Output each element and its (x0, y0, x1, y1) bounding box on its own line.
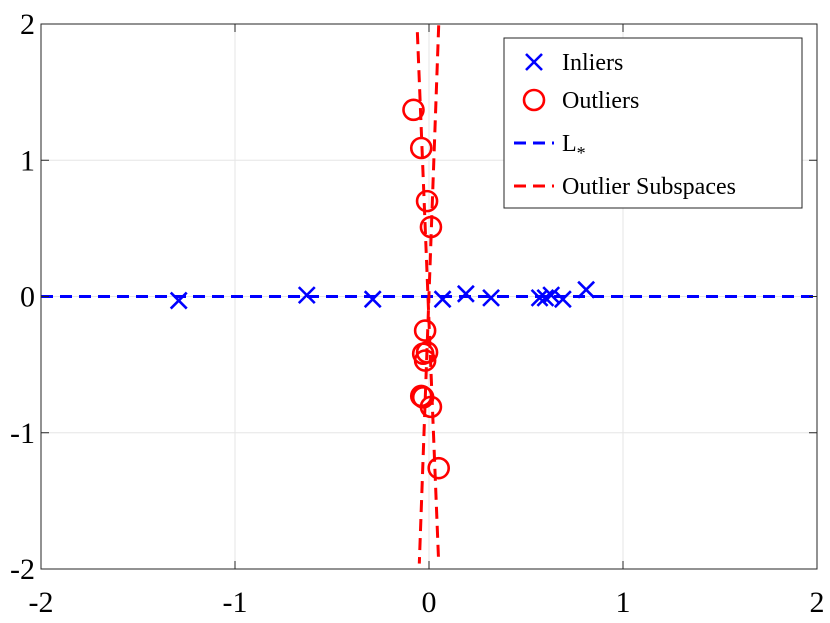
inlier-mark-b (363, 290, 382, 309)
inlier-point (553, 290, 572, 309)
inlier-mark-b (456, 284, 475, 303)
inlier-mark-b (577, 280, 596, 299)
inlier-mark-b (530, 288, 549, 307)
inlier-point (433, 290, 452, 309)
outlier-point (415, 189, 439, 213)
inlier-mark-b (553, 290, 572, 309)
legend-entry: Inliers (525, 50, 623, 76)
y-tick-label: 0 (20, 281, 35, 314)
inlier-mark-b (536, 288, 555, 307)
legend-label: Inliers (562, 50, 623, 76)
x-tick-label: 0 (422, 586, 437, 619)
outlier-point (413, 319, 437, 342)
inlier-point (297, 286, 316, 305)
y-tick-label: -2 (10, 553, 35, 586)
inlier-point (363, 290, 382, 309)
outlier-point (419, 215, 443, 239)
outlier-point (419, 395, 443, 419)
inlier-point (482, 288, 500, 307)
outlier-point (427, 456, 451, 480)
inlier-point (542, 286, 561, 305)
axis-ticks (40, 23, 818, 570)
series-lines (41, 25, 817, 564)
inlier-mark-b (542, 286, 561, 305)
legend-label-subscript: * (577, 143, 586, 163)
x-tick-label: -1 (223, 586, 248, 619)
legend-outlier-mark (522, 88, 546, 112)
legend-inlier-mark-b (525, 53, 543, 71)
inlier-point (169, 291, 188, 310)
outlier-point (415, 341, 439, 364)
legend-box (503, 37, 803, 209)
legend-entry: Outliers (522, 88, 639, 114)
x-tick-label: -2 (29, 586, 54, 619)
legend-label: Outlier Subspaces (562, 174, 736, 200)
inlier-mark-b (297, 286, 316, 305)
inlier-mark-b (169, 291, 188, 310)
series-points (169, 98, 596, 480)
y-tick-label: 1 (20, 144, 35, 177)
inlier-point (536, 288, 555, 307)
outlier-point (402, 98, 425, 122)
outlier-point (413, 349, 437, 372)
inlier-mark-b (433, 290, 452, 309)
outlier-point (409, 136, 433, 160)
y-tick-label: 2 (20, 8, 35, 41)
inlier-mark-b (482, 288, 500, 307)
inlier-point (577, 280, 596, 299)
legend-label: Outliers (562, 88, 639, 114)
y-tick-label: -1 (10, 417, 35, 450)
x-tick-label: 1 (616, 586, 631, 619)
series-3-line-1 (417, 25, 441, 564)
inlier-point (456, 284, 475, 303)
legend-entry: Outlier Subspaces (514, 174, 736, 200)
x-tick-label: 2 (810, 586, 825, 619)
series-3-line-0 (415, 32, 441, 564)
tick-labels: -2 -1 0 1 2 -2 -1 0 1 2 (10, 8, 825, 619)
